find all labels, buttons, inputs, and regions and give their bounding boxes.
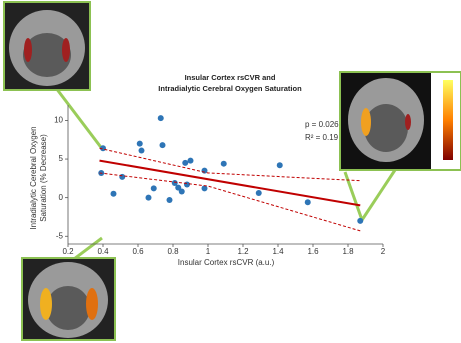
confidence-band xyxy=(100,173,361,231)
annotation: p = 0.026 xyxy=(305,120,339,129)
point xyxy=(167,197,173,203)
x-tick-label: 0.6 xyxy=(132,247,144,256)
brain-image-bottom xyxy=(22,258,115,340)
x-tick-label: 0.2 xyxy=(62,247,74,256)
y-tick-label: 0 xyxy=(59,193,64,202)
point xyxy=(179,188,185,194)
point xyxy=(182,160,188,166)
connector xyxy=(345,172,362,220)
point xyxy=(357,218,363,224)
point xyxy=(202,168,208,174)
y-tick-label: 5 xyxy=(59,154,64,163)
x-tick-label: 0.8 xyxy=(167,247,179,256)
y-axis-label-line: Intradialytic Cerebral Oxygen xyxy=(29,126,38,229)
point xyxy=(221,161,227,167)
point xyxy=(184,182,190,188)
point xyxy=(111,191,117,197)
point xyxy=(256,190,262,196)
x-tick-label: 1.4 xyxy=(272,247,284,256)
x-tick-label: 1.8 xyxy=(342,247,354,256)
brain-image-right xyxy=(340,72,461,170)
point xyxy=(160,142,166,148)
x-tick-label: 1.6 xyxy=(307,247,319,256)
x-axis-label: Insular Cortex rsCVR (a.u.) xyxy=(178,258,275,267)
x-tick-label: 2 xyxy=(381,247,386,256)
point xyxy=(277,162,283,168)
point xyxy=(305,199,311,205)
y-tick-label: 10 xyxy=(54,116,63,125)
y-axis-label: Intradialytic Cerebral Oxygen Saturation… xyxy=(29,126,48,229)
figure: Insular Cortex rsCVR and Intradialytic C… xyxy=(0,0,461,343)
x-tick-label: 1 xyxy=(206,247,211,256)
chart-title: Insular Cortex rsCVR and xyxy=(185,73,276,82)
brain-image-top xyxy=(4,2,90,90)
point xyxy=(119,174,125,180)
y-axis-label-line: Saturation (% Decrease) xyxy=(39,134,48,222)
annotation: R² = 0.19 xyxy=(305,133,339,142)
x-tick-label: 1.2 xyxy=(237,247,249,256)
point xyxy=(158,115,164,121)
connector xyxy=(362,170,395,220)
x-tick-label: 0.4 xyxy=(97,247,109,256)
point xyxy=(151,185,157,191)
y-tick-label: -5 xyxy=(56,231,64,240)
point xyxy=(137,141,143,147)
chart-title: Intradialytic Cerebral Oxygen Saturation xyxy=(158,84,302,93)
confidence-band xyxy=(100,148,361,180)
point xyxy=(146,195,152,201)
point xyxy=(188,158,194,164)
point xyxy=(139,148,145,154)
regression-line xyxy=(100,161,361,206)
connector xyxy=(56,88,103,150)
